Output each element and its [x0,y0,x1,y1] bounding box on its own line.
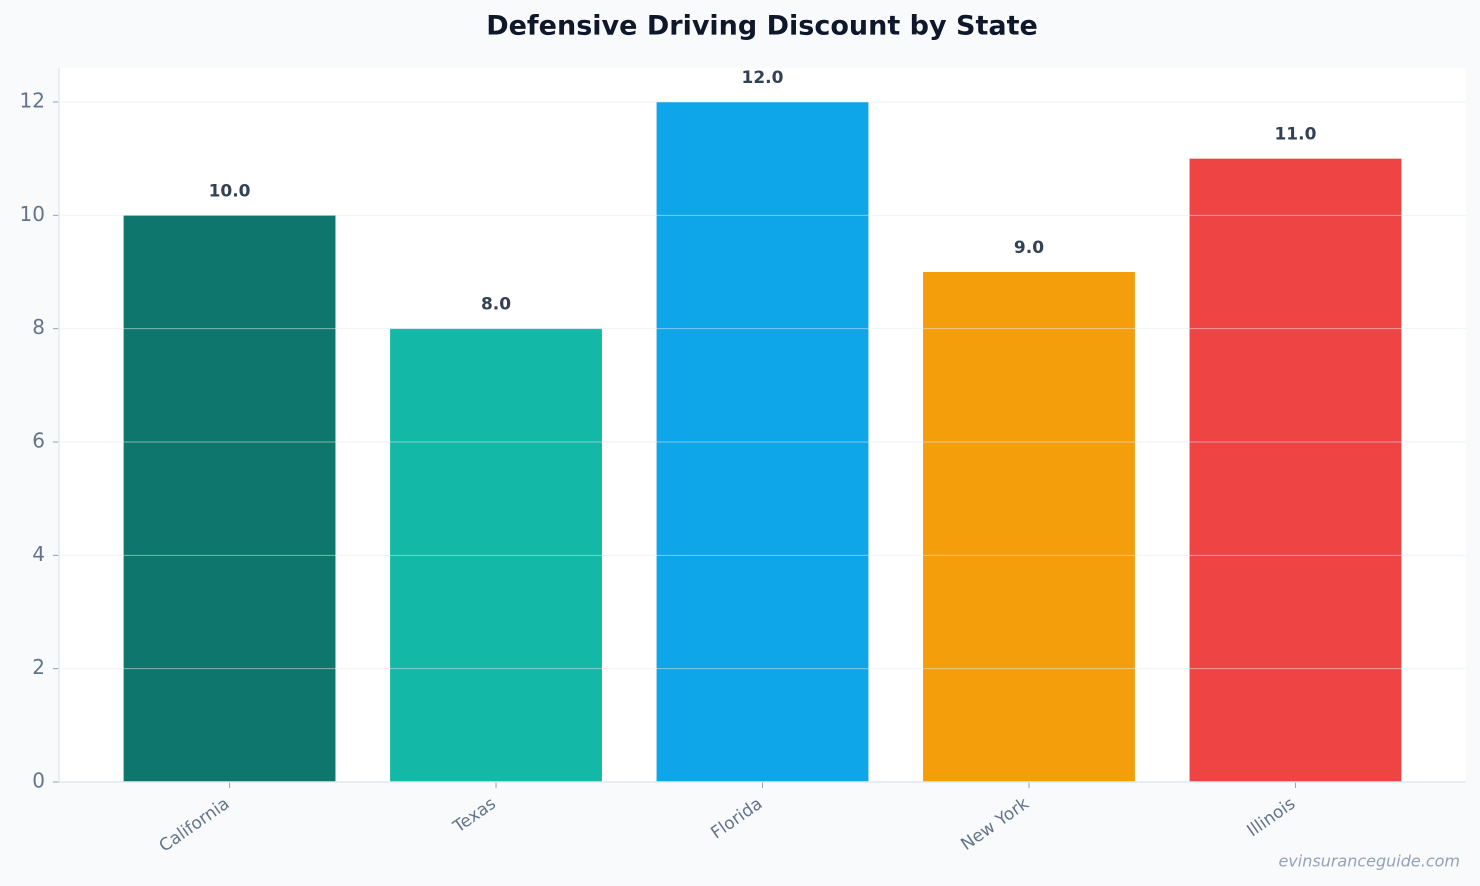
x-tick-label: Florida [707,794,766,844]
value-label: 8.0 [481,295,511,315]
value-label: 9.0 [1014,238,1044,258]
y-tick-label: 0 [32,769,45,793]
y-tick-label: 6 [32,429,45,453]
x-tick-label: California [156,794,234,857]
x-tick-label: Illinois [1244,794,1300,841]
y-tick-label: 8 [32,315,45,339]
watermark: evinsuranceguide.com [1278,852,1460,871]
value-label: 10.0 [209,181,251,201]
bar [1189,158,1402,782]
value-label: 12.0 [742,68,784,88]
bar [923,272,1135,782]
value-label: 11.0 [1274,125,1316,145]
y-tick-label: 12 [20,89,45,113]
y-tick-label: 4 [32,542,45,566]
y-tick-label: 2 [32,655,45,679]
chart-title: Defensive Driving Discount by State [486,11,1038,42]
x-tick-label: Texas [449,794,500,838]
bar [123,215,336,783]
x-tick-label: New York [957,794,1032,855]
y-tick-label: 10 [20,202,45,226]
